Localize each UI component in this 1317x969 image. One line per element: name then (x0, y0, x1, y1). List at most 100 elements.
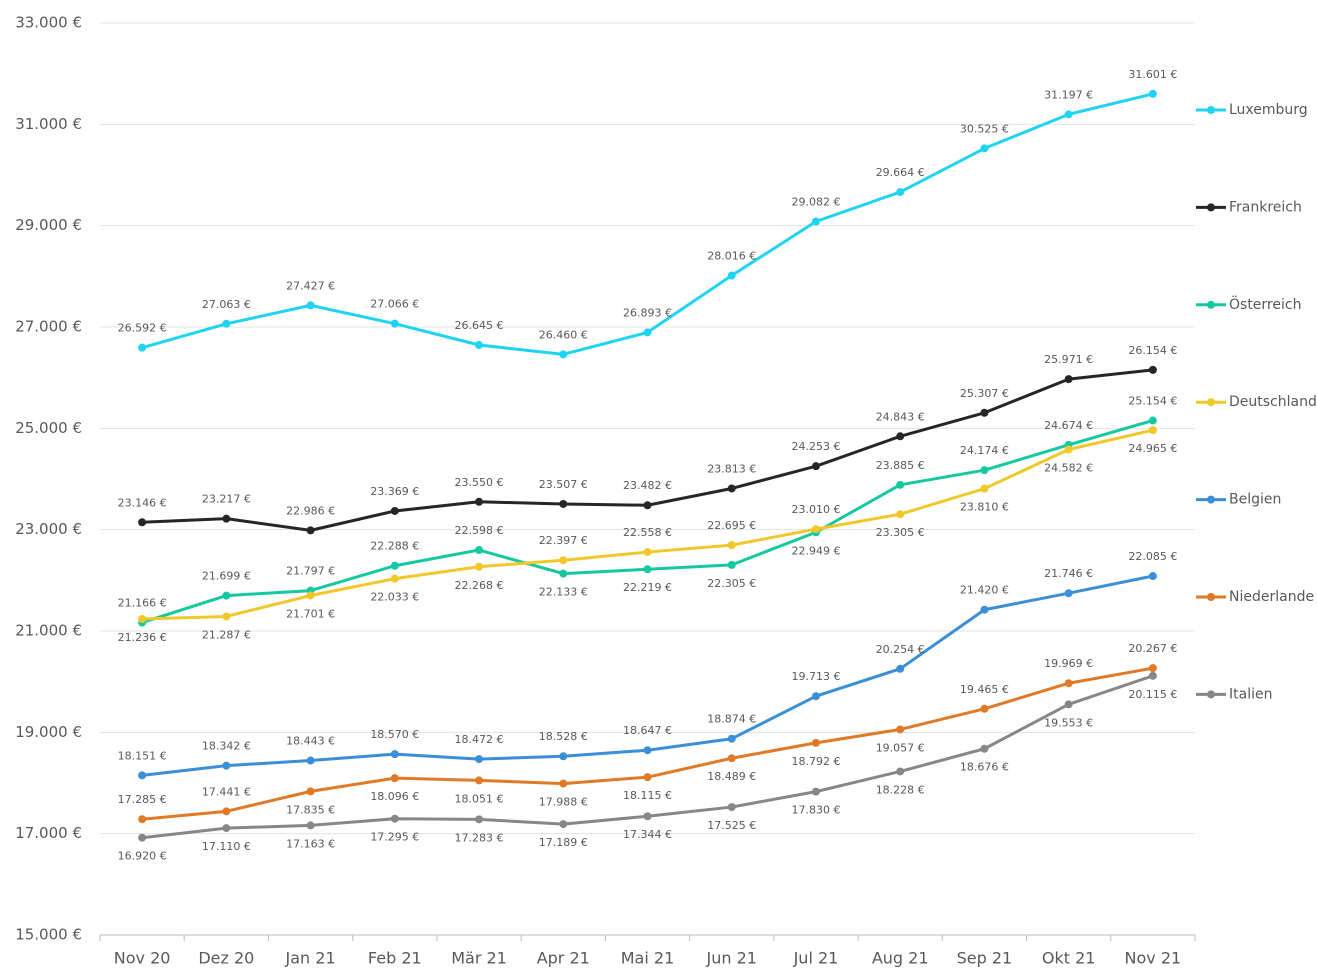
data-point (1064, 110, 1073, 119)
data-point (811, 787, 820, 796)
data-point (1064, 700, 1073, 709)
x-tick-label: Mai 21 (621, 949, 675, 968)
data-label: 18.676 € (960, 761, 1009, 774)
data-point (306, 821, 315, 830)
data-label: 23.369 € (370, 485, 419, 498)
x-tick-label: Aug 21 (872, 949, 929, 968)
data-point (811, 217, 820, 226)
data-point (1148, 572, 1157, 581)
data-label: 22.695 € (707, 519, 756, 532)
data-label: 23.482 € (623, 479, 672, 492)
data-label: 23.550 € (455, 476, 504, 489)
data-point (1148, 664, 1157, 673)
data-point (1148, 89, 1157, 98)
data-point (980, 484, 989, 493)
data-label: 18.792 € (791, 755, 840, 768)
data-label: 22.268 € (455, 579, 504, 592)
data-label: 22.598 € (455, 524, 504, 537)
data-label: 22.133 € (539, 586, 588, 599)
data-label: 26.460 € (539, 328, 588, 341)
legend-label: Italien (1229, 686, 1272, 702)
data-label: 23.810 € (960, 501, 1009, 514)
data-point (390, 814, 399, 823)
data-label: 22.219 € (623, 581, 672, 594)
data-label: 20.267 € (1128, 642, 1177, 655)
y-tick-label: 19.000 € (15, 723, 82, 741)
data-label: 26.154 € (1128, 344, 1177, 357)
y-tick-label: 15.000 € (15, 926, 82, 944)
data-point (1064, 679, 1073, 688)
data-label: 31.601 € (1128, 68, 1177, 81)
data-label: 17.835 € (286, 803, 335, 816)
data-point (390, 774, 399, 783)
data-label: 27.063 € (202, 298, 251, 311)
data-label: 21.420 € (960, 584, 1009, 597)
y-tick-label: 27.000 € (15, 318, 82, 336)
data-point (475, 755, 484, 764)
x-tick-label: Jan 21 (285, 949, 336, 968)
data-label: 18.228 € (876, 783, 925, 796)
data-label: 18.443 € (286, 735, 335, 748)
data-point (222, 761, 231, 770)
data-label: 30.525 € (960, 122, 1009, 135)
data-label: 21.699 € (202, 570, 251, 583)
data-point (727, 484, 736, 493)
legend-marker (1207, 203, 1215, 212)
data-point (727, 734, 736, 743)
data-point (1148, 365, 1157, 374)
data-label: 22.033 € (370, 591, 419, 604)
data-point (1148, 416, 1157, 425)
data-label: 27.066 € (370, 298, 419, 311)
data-label: 24.674 € (1044, 419, 1093, 432)
data-point (643, 812, 652, 821)
data-label: 21.287 € (202, 628, 251, 641)
data-point (222, 612, 231, 621)
data-point (390, 561, 399, 570)
legend-label: Luxemburg (1229, 102, 1308, 118)
data-label: 19.553 € (1044, 716, 1093, 729)
data-label: 28.016 € (707, 250, 756, 263)
data-point (896, 725, 905, 734)
legend-label: Deutschland (1229, 394, 1317, 410)
data-label: 23.217 € (202, 493, 251, 506)
data-label: 17.441 € (202, 785, 251, 798)
data-point (475, 815, 484, 824)
data-label: 17.295 € (370, 831, 419, 844)
data-label: 24.843 € (876, 410, 925, 423)
x-tick-label: Feb 21 (368, 949, 422, 968)
data-point (475, 562, 484, 571)
data-point (643, 565, 652, 574)
data-point (306, 756, 315, 765)
data-point (980, 744, 989, 753)
data-point (643, 501, 652, 510)
data-label: 21.746 € (1044, 567, 1093, 580)
data-label: 26.645 € (455, 319, 504, 332)
data-label: 18.874 € (707, 713, 756, 726)
data-point (727, 560, 736, 569)
data-point (643, 746, 652, 755)
y-tick-label: 29.000 € (15, 216, 82, 234)
data-point (896, 188, 905, 197)
x-tick-label: Okt 21 (1042, 949, 1096, 968)
data-label: 19.713 € (791, 670, 840, 683)
data-label: 18.115 € (623, 789, 672, 802)
y-tick-label: 17.000 € (15, 824, 82, 842)
legend-marker (1207, 690, 1215, 699)
data-label: 29.664 € (876, 166, 925, 179)
data-point (306, 591, 315, 600)
data-label: 21.797 € (286, 565, 335, 578)
data-point (1064, 445, 1073, 454)
data-label: 17.110 € (202, 840, 251, 853)
data-label: 18.528 € (539, 730, 588, 743)
data-point (1148, 426, 1157, 435)
data-point (138, 343, 147, 352)
data-label: 24.253 € (791, 440, 840, 453)
data-point (643, 328, 652, 337)
data-label: 24.965 € (1128, 442, 1177, 455)
legend-label: Belgien (1229, 492, 1281, 508)
legend-marker (1207, 593, 1215, 601)
data-label: 22.085 € (1128, 550, 1177, 563)
data-label: 22.288 € (370, 540, 419, 553)
data-point (559, 752, 568, 761)
